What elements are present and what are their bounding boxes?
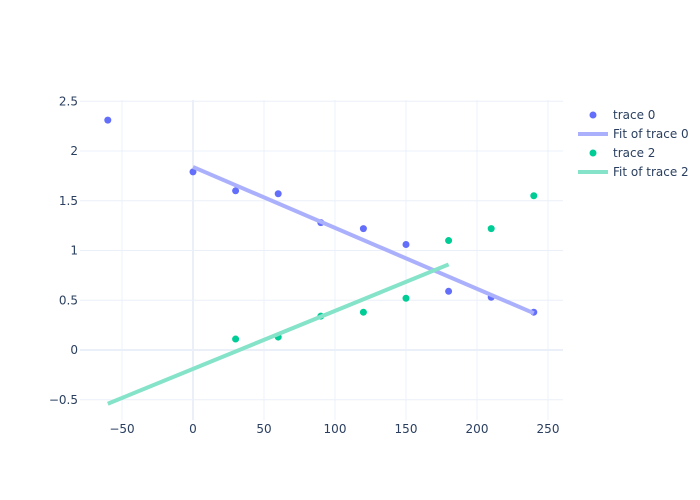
fit-line [192,165,535,316]
legend-item[interactable]: trace 0 [589,108,656,122]
x-tick-label: 250 [537,422,560,436]
data-point [232,187,240,195]
fit-line [107,262,450,406]
data-point [189,168,197,176]
data-point [402,294,410,302]
data-point [274,190,282,198]
legend-label: Fit of trace 0 [613,127,689,141]
x-tick-label: 200 [466,422,489,436]
y-tick-label: 2 [70,144,78,158]
y-tick-label: −0.5 [49,393,78,407]
data-point [445,287,453,295]
legend-item[interactable]: trace 2 [589,146,656,160]
series-2 [232,192,538,343]
legend-label: trace 2 [613,146,655,160]
x-tick-label: 150 [395,422,418,436]
legend-item[interactable]: Fit of trace 2 [578,165,689,179]
legend-marker-swatch [589,111,597,119]
plot-traces [104,116,538,406]
y-tick-label: 1 [70,244,78,258]
legend[interactable]: trace 0 Fit of trace 0 trace 2 Fit of trace… [578,108,689,179]
data-point [359,225,367,233]
series-3 [107,262,450,406]
y-tick-label: 0.5 [59,293,78,307]
data-point [104,116,112,124]
data-point [359,308,367,316]
y-tick-label: 2.5 [59,94,78,108]
legend-label: Fit of trace 2 [613,165,689,179]
x-axis-ticks: −50 0 50 100 150 200 250 [109,422,559,436]
gridlines [80,100,563,420]
series-1 [192,165,535,316]
data-point [530,192,538,200]
data-point [402,241,410,249]
x-tick-label: −50 [109,422,134,436]
data-point [487,225,495,233]
x-tick-label: 0 [189,422,197,436]
x-tick-label: 50 [256,422,271,436]
legend-marker-swatch [589,149,597,157]
y-tick-label: 0 [70,343,78,357]
data-point [445,237,453,245]
legend-label: trace 0 [613,108,655,122]
data-point [232,335,240,343]
y-tick-label: 1.5 [59,194,78,208]
y-axis-ticks: −0.5 0 0.5 1 1.5 2 2.5 [49,94,78,407]
legend-item[interactable]: Fit of trace 0 [578,127,689,141]
x-tick-label: 100 [324,422,347,436]
